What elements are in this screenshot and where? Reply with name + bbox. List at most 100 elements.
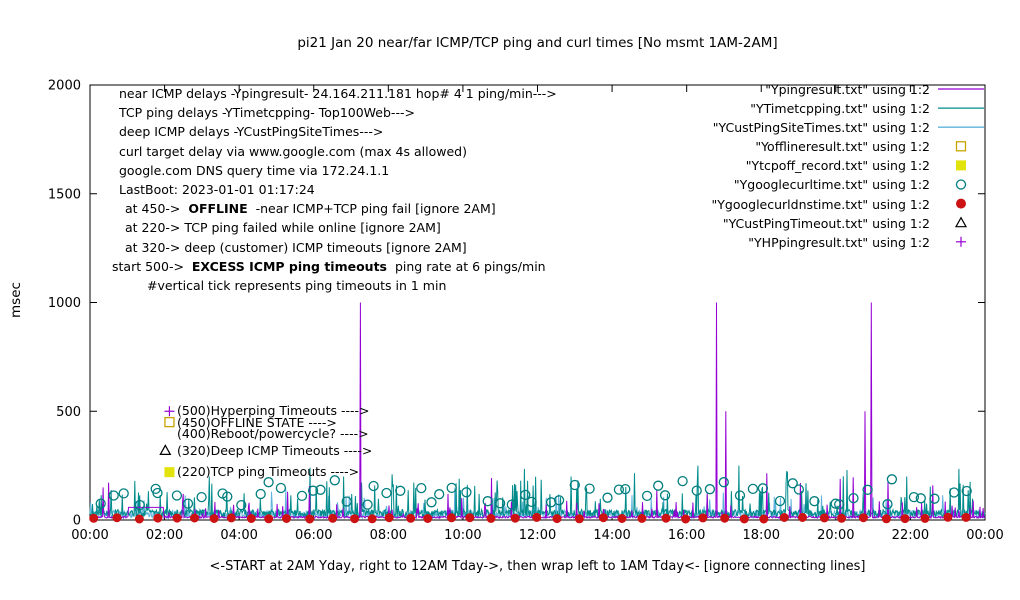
point-Ygooglecurltime [416,482,427,494]
y-tick-label: 2000 [48,79,81,94]
point-Ygooglecurltime [196,491,207,503]
point-Ygooglecurltime [948,487,960,498]
point-Ygooglecurltime [108,490,119,501]
point-Ygooglecurltime [553,495,565,506]
legend-label: "YTimetcpping.txt" using 1:2 [750,101,930,117]
point-Ygooglecurltime [236,499,247,511]
annotation-line: #vertical tick represents ping timeouts … [147,278,447,294]
point-Ygooglecurldnstime [739,514,749,524]
point-Ygooglecurltime [182,498,194,509]
legend-label: "YHPpingresult.txt" using 1:2 [748,234,930,250]
x-tick-label: 14:00 [593,528,630,543]
point-Ygooglecurldnstime [226,513,236,523]
plot-label-220: (220)TCP ping Timeouts ----> [177,464,360,479]
point-Ygooglecurltime [569,479,580,491]
point-Ygooglecurltime [602,492,613,503]
legend-label: "Ypingresult.txt" using 1:2 [765,82,930,97]
point-Ygooglecurldnstime [209,514,219,523]
point-Ygooglecurltime [704,484,716,495]
point-Ygooglecurltime [526,496,537,508]
point-Ygooglecurltime [152,487,163,499]
point-Ygooglecurltime [757,483,769,494]
point-Ygooglecurltime [222,491,233,502]
marker-filled-square [164,467,175,478]
point-Ygooglecurldnstime [112,513,122,523]
annotation-line-excess: start 500-> EXCESS ICMP ping timeouts pi… [112,258,546,274]
point-Ygooglecurltime [171,490,183,501]
marker-open-triangle [159,444,172,455]
point-Ygooglecurltime [446,482,457,494]
point-Ygooglecurldnstime [305,514,315,524]
plot-label-400: (400)Reboot/powercycle? ----> [177,426,369,441]
legend-label: "YCustPingSiteTimes.txt" using 1:2 [712,120,930,136]
point-Ygooglecurldnstime [486,513,496,523]
point-Ygooglecurltime [718,477,729,488]
point-Ygooglecurltime [307,485,319,496]
point-Ygooglecurltime [691,485,702,496]
point-Ygooglecurldnstime [406,513,416,523]
point-Ygooglecurldnstime [552,514,562,524]
point-Ygooglecurldnstime [681,514,691,524]
y-tick-label: 1000 [48,296,81,311]
point-Ygooglecurltime [263,477,274,488]
legend-key-open-triangle [954,216,968,228]
point-Ygooglecurltime [862,484,873,495]
point-Ygooglecurltime [506,499,517,510]
point-Ygooglecurltime [787,478,798,489]
point-Ygooglecurltime [381,487,392,499]
point-Ygooglecurltime [886,474,898,485]
point-Ygooglecurldnstime [598,513,608,523]
point-Ygooglecurltime [734,490,746,501]
y-axis-label: msec [8,282,24,318]
point-Ygooglecurltime [677,475,688,487]
point-Ygooglecurldnstime [779,513,789,522]
x-tick-label: 18:00 [743,528,780,543]
point-Ygooglecurldnstime [465,513,475,523]
x-tick-label: 00:00 [71,528,108,543]
x-tick-label: 22:00 [892,528,929,543]
point-Ygooglecurltime [255,488,266,500]
point-Ygooglecurltime [620,483,631,495]
point-Ygooglecurldnstime [617,514,627,523]
annotation-line: curl target delay via www.google.com (ma… [119,143,467,159]
point-Ygooglecurltime [434,489,445,500]
point-Ygooglecurltime [653,480,664,491]
point-Ygooglecurltime [341,496,352,507]
point-Ygooglecurltime [961,485,972,497]
plot-label-500: (500)Hyperping Timeouts ----> [177,403,370,418]
point-Ygooglecurldnstime [264,514,274,524]
x-tick-label: 08:00 [370,528,407,543]
point-Ygooglecurldnstime [367,514,377,524]
annotation-block: near ICMP delays -Ypingresult- 24.164.21… [112,84,557,295]
annotation-line: google.com DNS query time via 172.24.1.1 [119,162,390,178]
point-Ygooglecurldnstime [819,513,829,523]
point-Ygooglecurldnstime [134,514,144,524]
point-Ygooglecurldnstime [881,514,891,524]
point-Ygooglecurldnstime [637,513,647,523]
point-Ygooglecurldnstime [153,513,163,523]
point-Ygooglecurldnstime [574,514,584,524]
point-Ygooglecurldnstime [837,513,847,523]
marker-open-square [164,416,175,428]
point-Ygooglecurldnstime [423,514,433,523]
point-Ygooglecurltime [809,496,820,507]
point-Ygooglecurldnstime [920,513,930,523]
point-Ygooglecurldnstime [246,514,256,523]
x-tick-label: 12:00 [519,528,556,543]
point-Ygooglecurldnstime [384,513,394,523]
point-Ygooglecurldnstime [900,514,910,524]
point-Ygooglecurltime [747,483,759,495]
point-Ygooglecurltime [774,495,786,507]
point-Ygooglecurldnstime [350,514,360,524]
annotation-line: TCP ping delays -YTimetcpping- Top100Web… [119,105,415,121]
point-Ygooglecurldnstime [328,513,338,523]
point-Ygooglecurltime [830,498,841,509]
point-Ygooglecurldnstime [961,512,971,522]
point-Ygooglecurldnstime [759,514,769,524]
x-tick-label: 20:00 [817,528,854,543]
point-Ygooglecurltime [848,492,859,504]
point-Ygooglecurltime [641,490,653,502]
x-axis-label: <-START at 2AM Yday, right to 12AM Tday-… [209,559,866,574]
legend-label: "Ygooglecurltime.txt" using 1:2 [733,177,930,193]
